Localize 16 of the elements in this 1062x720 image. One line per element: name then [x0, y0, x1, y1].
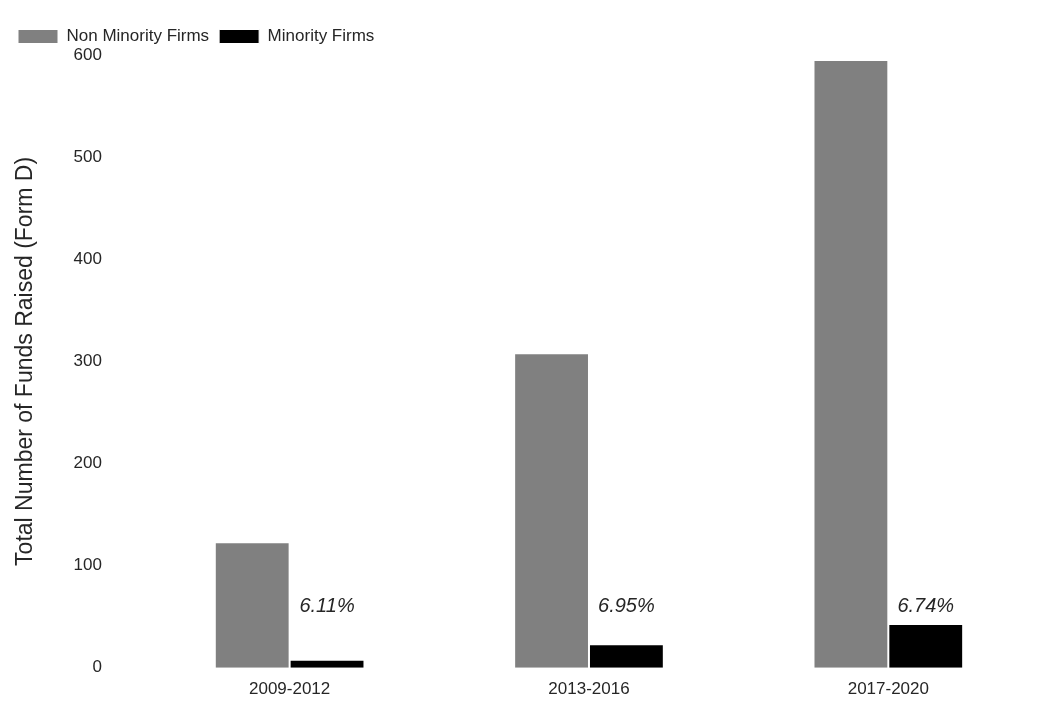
annotation: 6.95%: [598, 594, 655, 617]
y-tick-label: 300: [73, 351, 102, 371]
y-tick-label: 0: [92, 657, 102, 677]
y-axis-title: Total Number of Funds Raised (Form D): [11, 156, 38, 566]
legend-label: Minority Firms: [267, 26, 375, 46]
y-tick-label: 600: [73, 44, 102, 64]
x-tick-label: 2009-2012: [248, 678, 331, 698]
annotation: 6.11%: [299, 594, 355, 617]
y-tick-label: 100: [73, 555, 102, 575]
annotation: 6.74%: [897, 594, 955, 617]
x-tick-label: 2017-2020: [847, 678, 929, 698]
y-tick-label: 200: [73, 453, 102, 473]
legend-label: Non Minority Firms: [66, 26, 210, 46]
y-tick-label: 500: [73, 146, 102, 166]
x-tick-label: 2013-2016: [548, 678, 630, 698]
y-tick-label: 400: [73, 248, 102, 268]
